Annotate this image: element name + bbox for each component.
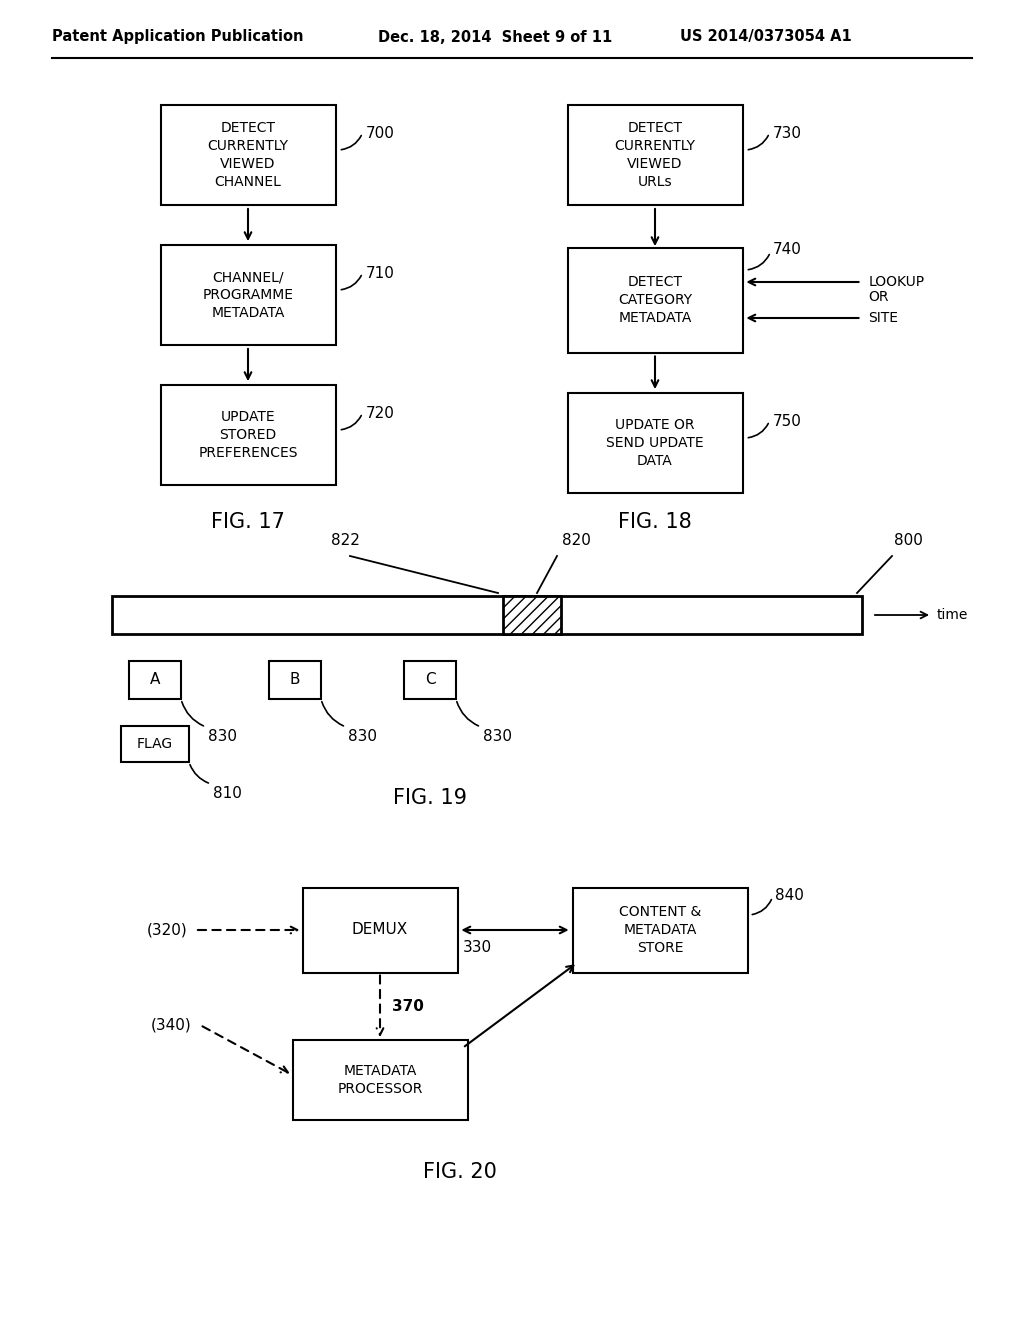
Text: 330: 330 <box>463 940 492 956</box>
Text: DETECT
CATEGORY
METADATA: DETECT CATEGORY METADATA <box>617 275 692 325</box>
Bar <box>567 106 742 205</box>
Bar <box>404 661 456 700</box>
Bar <box>161 246 336 345</box>
Text: time: time <box>937 609 969 622</box>
Text: 822: 822 <box>331 533 359 548</box>
Bar <box>302 887 458 973</box>
Bar <box>567 393 742 492</box>
Text: FIG. 19: FIG. 19 <box>393 788 467 808</box>
Text: LOOKUP: LOOKUP <box>868 275 925 289</box>
Text: DETECT
CURRENTLY
VIEWED
URLs: DETECT CURRENTLY VIEWED URLs <box>614 121 695 189</box>
Bar <box>567 248 742 352</box>
Text: 830: 830 <box>208 729 237 744</box>
Text: 800: 800 <box>894 533 923 548</box>
Bar <box>121 726 189 762</box>
Bar <box>161 106 336 205</box>
Text: A: A <box>150 672 160 688</box>
Bar <box>503 597 561 634</box>
Text: 840: 840 <box>774 887 804 903</box>
Text: 720: 720 <box>366 405 394 421</box>
Text: 810: 810 <box>213 785 242 801</box>
Text: METADATA
PROCESSOR: METADATA PROCESSOR <box>337 1064 423 1096</box>
Text: SITE: SITE <box>868 312 898 325</box>
Text: C: C <box>425 672 435 688</box>
Text: 830: 830 <box>483 729 512 744</box>
Text: Patent Application Publication: Patent Application Publication <box>52 29 303 45</box>
Bar <box>129 661 181 700</box>
Bar <box>161 385 336 484</box>
Text: 700: 700 <box>366 125 394 140</box>
Text: 830: 830 <box>348 729 377 744</box>
Text: 710: 710 <box>366 265 394 281</box>
Text: FIG. 17: FIG. 17 <box>211 512 285 532</box>
Text: FIG. 20: FIG. 20 <box>423 1162 497 1181</box>
Text: 820: 820 <box>562 533 591 548</box>
Text: UPDATE
STORED
PREFERENCES: UPDATE STORED PREFERENCES <box>199 411 298 459</box>
Text: (340): (340) <box>152 1018 193 1032</box>
Text: US 2014/0373054 A1: US 2014/0373054 A1 <box>680 29 852 45</box>
Bar <box>293 1040 468 1119</box>
Text: 750: 750 <box>772 413 802 429</box>
Text: UPDATE OR
SEND UPDATE
DATA: UPDATE OR SEND UPDATE DATA <box>606 418 703 467</box>
Bar <box>572 887 748 973</box>
Text: DETECT
CURRENTLY
VIEWED
CHANNEL: DETECT CURRENTLY VIEWED CHANNEL <box>208 121 289 189</box>
Bar <box>112 597 862 634</box>
Text: 370: 370 <box>392 999 424 1014</box>
Text: CONTENT &
METADATA
STORE: CONTENT & METADATA STORE <box>618 906 701 954</box>
Text: B: B <box>290 672 300 688</box>
Text: 740: 740 <box>772 243 802 257</box>
Text: DEMUX: DEMUX <box>352 923 409 937</box>
Bar <box>269 661 321 700</box>
Text: OR: OR <box>868 290 889 304</box>
Text: FLAG: FLAG <box>137 737 173 751</box>
Text: Dec. 18, 2014  Sheet 9 of 11: Dec. 18, 2014 Sheet 9 of 11 <box>378 29 612 45</box>
Text: 730: 730 <box>772 125 802 140</box>
Text: CHANNEL/
PROGRAMME
METADATA: CHANNEL/ PROGRAMME METADATA <box>203 271 294 319</box>
Text: FIG. 18: FIG. 18 <box>618 512 692 532</box>
Text: (320): (320) <box>146 923 187 937</box>
